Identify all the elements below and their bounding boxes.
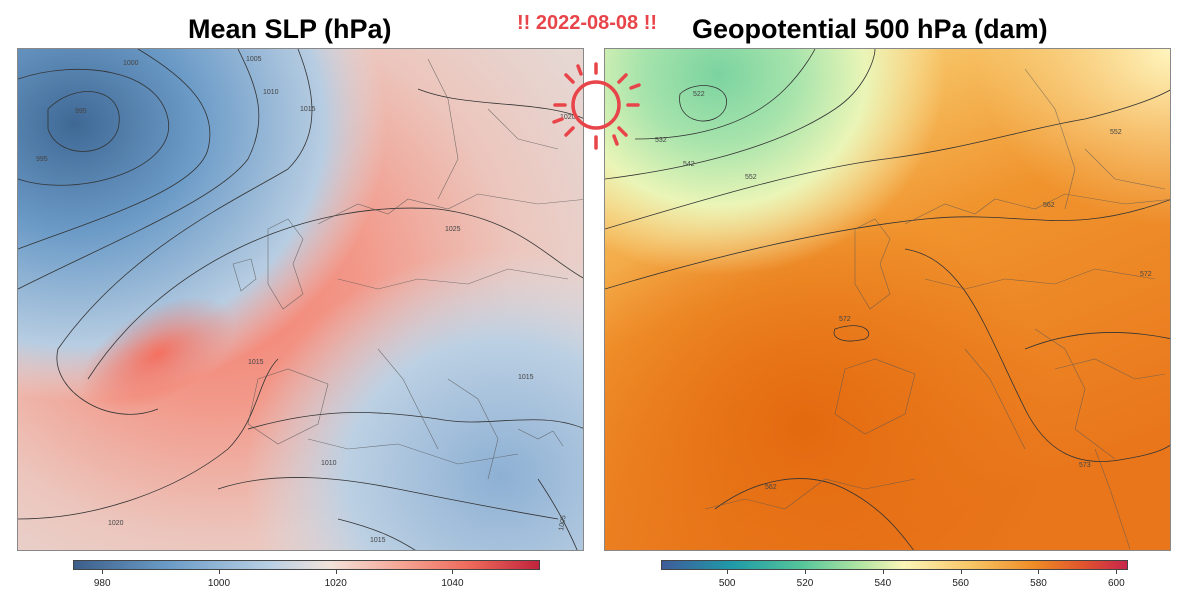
contour-label: 1015 <box>518 374 534 381</box>
contour-label: 995 <box>75 108 87 115</box>
z500-colorbar-tick <box>727 570 729 574</box>
z500-colorbar-tick-label: 500 <box>718 578 736 589</box>
z500-contour-labels: 522 532 542 552 552 562 572 572 573 562 <box>655 91 1152 491</box>
date-annotation: !! 2022-08-08 !! <box>517 12 658 34</box>
z500-colorbar-tick <box>1038 570 1040 574</box>
slp-panel-title: Mean SLP (hPa) <box>188 14 392 44</box>
contour-label: 562 <box>765 484 777 491</box>
contour-label: 995 <box>36 156 48 163</box>
slp-colorbar-tick <box>335 570 337 574</box>
slp-contour-labels: 1000 995 1005 1010 1015 995 522 1020 102… <box>36 56 576 544</box>
z500-colorbar-tick <box>804 570 806 574</box>
slp-colorbar-tick <box>452 570 454 574</box>
contour-label: 1015 <box>370 537 386 544</box>
z500-coastlines <box>704 68 1170 550</box>
slp-colorbar-tick <box>218 570 220 574</box>
contour-label: 522 <box>693 91 705 98</box>
z500-colorbar-tick-label: 600 <box>1107 578 1125 589</box>
contour-label: 1005 <box>558 515 568 532</box>
slp-colorbar-tick <box>102 570 104 574</box>
z500-panel-title: Geopotential 500 hPa (dam) <box>692 14 1048 44</box>
contour-label: 573 <box>1079 462 1091 469</box>
z500-trough <box>605 49 1170 550</box>
slp-colorbar <box>73 560 540 570</box>
z500-contours <box>605 49 1170 550</box>
contour-label: 1010 <box>321 460 337 467</box>
contour-label: 532 <box>655 137 667 144</box>
slp-map: 1000 995 1005 1010 1015 995 522 1020 102… <box>17 48 584 551</box>
slp-colorbar-tick-label: 1020 <box>324 578 347 589</box>
contour-label: 1010 <box>263 89 279 96</box>
contour-label: 562 <box>1043 202 1055 209</box>
z500-map: 522 532 542 552 552 562 572 572 573 562 <box>604 48 1171 551</box>
z500-colorbar-tick-label: 520 <box>796 578 814 589</box>
contour-label: 1025 <box>445 226 461 233</box>
contour-label: 1015 <box>300 106 316 113</box>
slp-colorbar-tick-label: 1040 <box>441 578 464 589</box>
z500-colorbar <box>661 560 1128 570</box>
z500-colorbar-tick <box>1116 570 1118 574</box>
contour-label: 1005 <box>246 56 262 63</box>
contour-label: 552 <box>1110 129 1122 136</box>
z500-colorbar-tick <box>882 570 884 574</box>
z500-colorbar-tick <box>960 570 962 574</box>
slp-high-core <box>64 193 372 425</box>
z500-colorbar-tick-label: 580 <box>1030 578 1047 589</box>
slp-coastlines <box>232 58 583 480</box>
contour-label: 1015 <box>248 359 264 366</box>
z500-colorbar-tick-label: 560 <box>952 578 969 589</box>
slp-isobars <box>18 49 583 550</box>
z500-colorbar-tick-label: 540 <box>874 578 892 589</box>
contour-label: 542 <box>683 161 695 168</box>
sun-doodle-icon <box>552 62 641 150</box>
contour-label: 572 <box>839 316 851 323</box>
slp-colorbar-tick-label: 980 <box>93 578 111 589</box>
contour-label: 572 <box>1140 271 1152 278</box>
contour-label: 1020 <box>560 114 576 121</box>
contour-label: 1000 <box>123 60 139 67</box>
contour-label: 552 <box>745 174 757 181</box>
contour-label: 1020 <box>108 520 124 527</box>
slp-colorbar-tick-label: 1000 <box>207 578 231 589</box>
